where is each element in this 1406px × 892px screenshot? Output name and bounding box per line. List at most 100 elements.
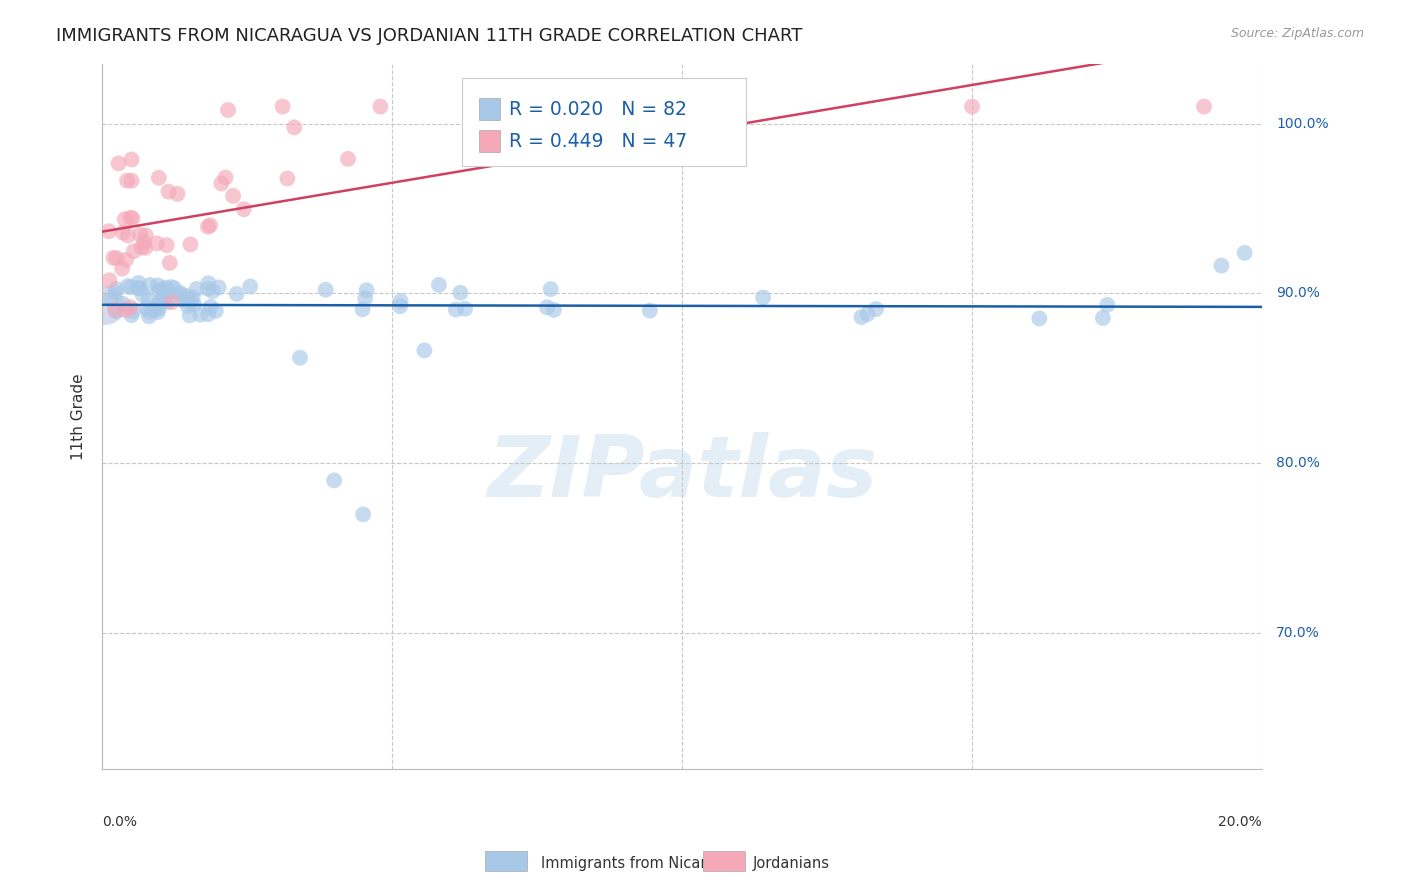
Point bbox=[122, 244, 145, 259]
Text: IMMIGRANTS FROM NICARAGUA VS JORDANIAN 11TH GRADE CORRELATION CHART: IMMIGRANTS FROM NICARAGUA VS JORDANIAN 1… bbox=[56, 27, 803, 45]
Point bbox=[851, 310, 873, 325]
Point bbox=[197, 282, 219, 296]
Point bbox=[960, 99, 983, 113]
Point bbox=[188, 308, 211, 322]
Point bbox=[449, 285, 471, 300]
Text: 80.0%: 80.0% bbox=[1277, 457, 1320, 470]
Point bbox=[127, 276, 149, 290]
Point bbox=[114, 212, 136, 227]
Point bbox=[117, 279, 139, 293]
Point bbox=[200, 300, 222, 314]
Point bbox=[856, 307, 879, 321]
Point bbox=[98, 273, 121, 287]
Point bbox=[172, 293, 194, 308]
Point bbox=[217, 103, 239, 117]
Point bbox=[337, 152, 360, 166]
Point bbox=[1028, 311, 1050, 326]
FancyBboxPatch shape bbox=[479, 98, 501, 120]
Point bbox=[122, 304, 145, 318]
Point bbox=[166, 186, 188, 201]
Point bbox=[105, 251, 128, 265]
Text: ZIPatlas: ZIPatlas bbox=[486, 432, 877, 515]
Point bbox=[135, 228, 157, 243]
Point bbox=[129, 227, 152, 242]
Point bbox=[105, 304, 128, 318]
Point bbox=[120, 300, 142, 314]
FancyBboxPatch shape bbox=[479, 129, 501, 153]
Text: Immigrants from Nicaragua: Immigrants from Nicaragua bbox=[541, 856, 744, 871]
Point bbox=[138, 310, 160, 324]
Point bbox=[146, 305, 169, 319]
Text: 90.0%: 90.0% bbox=[1277, 286, 1320, 301]
Point bbox=[536, 301, 558, 315]
Point bbox=[323, 474, 346, 488]
Point bbox=[232, 202, 254, 217]
Point bbox=[1091, 310, 1114, 325]
Point bbox=[413, 343, 436, 358]
Point bbox=[454, 301, 477, 316]
Point bbox=[107, 156, 129, 170]
Point bbox=[111, 261, 134, 276]
Point bbox=[283, 120, 305, 135]
Point bbox=[127, 281, 149, 295]
Point bbox=[198, 219, 221, 233]
Point bbox=[134, 235, 156, 250]
Point bbox=[142, 303, 165, 318]
Point bbox=[444, 302, 467, 317]
Point bbox=[315, 283, 337, 297]
Text: 70.0%: 70.0% bbox=[1277, 626, 1320, 640]
Point bbox=[152, 293, 174, 308]
Point bbox=[115, 303, 138, 318]
Point bbox=[94, 298, 117, 312]
Point bbox=[1233, 246, 1256, 260]
Point bbox=[288, 351, 311, 365]
Point bbox=[121, 211, 143, 226]
Point bbox=[134, 241, 156, 255]
Point bbox=[139, 277, 162, 292]
Point bbox=[209, 177, 232, 191]
Point bbox=[271, 99, 294, 113]
Point bbox=[181, 290, 204, 304]
Point bbox=[427, 277, 450, 292]
Point bbox=[186, 282, 208, 296]
FancyBboxPatch shape bbox=[461, 78, 747, 166]
Point bbox=[170, 288, 193, 302]
Point bbox=[120, 280, 142, 294]
Point bbox=[1211, 259, 1233, 273]
Point bbox=[179, 309, 201, 323]
Point bbox=[121, 153, 143, 167]
Point bbox=[389, 294, 412, 309]
Point bbox=[145, 298, 167, 312]
Point bbox=[239, 279, 262, 293]
Point bbox=[352, 508, 374, 522]
Text: R = 0.020   N = 82: R = 0.020 N = 82 bbox=[509, 101, 688, 120]
Text: 20.0%: 20.0% bbox=[1218, 815, 1263, 830]
Point bbox=[121, 174, 143, 188]
Point bbox=[276, 171, 298, 186]
Point bbox=[111, 297, 134, 311]
Point bbox=[121, 308, 143, 322]
Y-axis label: 11th Grade: 11th Grade bbox=[72, 374, 86, 460]
Point bbox=[155, 280, 177, 294]
Text: 0.0%: 0.0% bbox=[103, 815, 138, 830]
Point bbox=[115, 173, 138, 187]
Point bbox=[208, 280, 231, 294]
Point bbox=[97, 224, 120, 238]
Point bbox=[135, 301, 157, 316]
Point bbox=[1192, 99, 1215, 113]
Point bbox=[370, 99, 392, 113]
Point bbox=[131, 288, 153, 302]
Point bbox=[148, 284, 170, 298]
Point bbox=[160, 295, 183, 310]
Point bbox=[183, 297, 205, 311]
Point bbox=[177, 299, 200, 313]
Point bbox=[169, 286, 191, 301]
Point bbox=[148, 170, 170, 185]
Point bbox=[163, 281, 186, 295]
Point bbox=[204, 303, 226, 318]
Point bbox=[104, 282, 127, 296]
Point bbox=[352, 302, 374, 317]
Point bbox=[111, 226, 134, 240]
Point bbox=[160, 280, 183, 294]
Point bbox=[197, 277, 219, 291]
